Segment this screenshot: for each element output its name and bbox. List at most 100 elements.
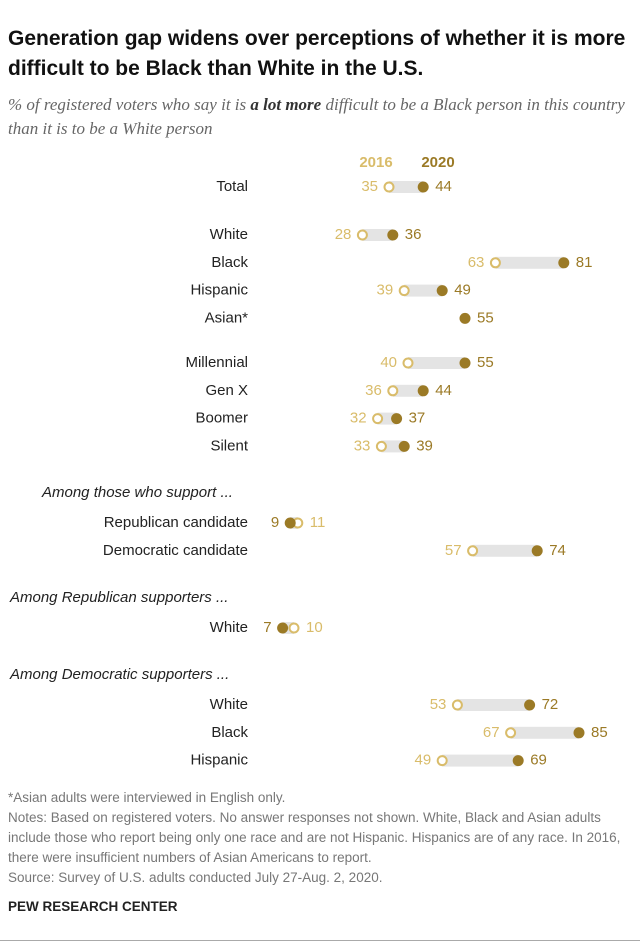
value-label: 37: [409, 410, 426, 427]
dot-2016: [356, 229, 368, 241]
range-bar: [457, 699, 530, 711]
range-bar: [408, 357, 465, 369]
range-bar: [377, 412, 397, 425]
source-org: PEW RESEARCH CENTER: [8, 899, 178, 914]
section-heading: Among Republican supporters ...: [9, 589, 228, 606]
subtitle-part: % of registered voters who say it is: [8, 95, 251, 114]
legend-label: 2016: [359, 154, 392, 171]
dot-2020: [558, 257, 570, 269]
value-label: 53: [430, 696, 447, 713]
value-label: 32: [350, 410, 367, 427]
value-label: 33: [354, 437, 371, 454]
category-label: White: [210, 696, 248, 713]
category-label: Black: [211, 254, 248, 271]
category-label: White: [210, 619, 248, 636]
dot-2020: [277, 622, 289, 634]
dot-2020: [531, 545, 543, 557]
value-label: 39: [416, 437, 433, 454]
value-label: 63: [468, 254, 485, 271]
value-label: 39: [377, 282, 394, 299]
value-label: 49: [415, 752, 432, 769]
dot-2016: [372, 413, 384, 425]
dot-2020: [524, 699, 536, 711]
value-label: 36: [405, 226, 422, 243]
category-label: Hispanic: [190, 282, 248, 299]
value-label: 36: [365, 382, 382, 399]
dot-2016: [467, 545, 479, 557]
range-bar: [392, 384, 424, 397]
chart-title: Generation gap widens over perceptions o…: [8, 27, 626, 80]
dot-2020: [417, 385, 429, 397]
range-bar: [282, 622, 294, 634]
value-label: 40: [380, 354, 397, 371]
dot-2020: [398, 440, 410, 452]
value-label: 81: [576, 254, 593, 271]
legend-label: 2020: [421, 154, 454, 171]
value-label: 10: [306, 619, 323, 636]
dot-2016: [288, 622, 300, 634]
dot-2016: [402, 357, 414, 369]
notes: *Asian adults were interviewed in Englis…: [8, 788, 633, 888]
note: Source: Survey of U.S. adults conducted …: [8, 870, 383, 885]
category-label: Hispanic: [190, 752, 248, 769]
dot-2016: [451, 699, 463, 711]
value-label: 69: [530, 752, 547, 769]
dot-2020: [417, 181, 429, 193]
dot-2020: [459, 357, 471, 369]
category-label: Boomer: [195, 410, 248, 427]
dot-2016: [505, 727, 517, 739]
range-bar: [362, 229, 393, 241]
dot-2016: [383, 181, 395, 193]
dot-2020: [573, 727, 585, 739]
value-label: 57: [445, 542, 462, 559]
subtitle-emphasis: a lot more: [250, 95, 322, 114]
range-bar: [381, 440, 405, 453]
chart-subtitle: % of registered voters who say it is a l…: [8, 93, 636, 141]
value-label: 85: [591, 724, 608, 741]
value-label: 44: [435, 178, 452, 195]
dot-2020: [284, 517, 296, 529]
value-label: 72: [542, 696, 559, 713]
note: Notes: Based on registered voters. No an…: [8, 810, 621, 865]
range-bar: [442, 754, 519, 767]
range-bar: [495, 256, 564, 269]
dot-2020: [512, 755, 524, 767]
value-label: 55: [477, 354, 494, 371]
value-label: 28: [335, 226, 352, 243]
category-label: Total: [216, 178, 248, 195]
range-bar: [404, 284, 443, 297]
value-label: 55: [477, 309, 494, 326]
value-label: 44: [435, 382, 452, 399]
subtitle-part: difficult to be a Black person in this c…: [8, 95, 625, 138]
category-label: Millennial: [185, 354, 248, 371]
dot-2020: [391, 413, 403, 425]
note: *Asian adults were interviewed in Englis…: [8, 790, 286, 805]
dot-2016: [375, 440, 387, 452]
dot-2016: [398, 285, 410, 297]
range-bar: [510, 726, 579, 739]
category-label: White: [210, 226, 248, 243]
section-heading: Among those who support ...: [41, 484, 233, 501]
section-heading: Among Democratic supporters ...: [9, 666, 229, 683]
category-label: Gen X: [205, 382, 248, 399]
dot-2016: [489, 257, 501, 269]
value-label: 9: [271, 514, 279, 531]
dot-2020: [436, 285, 448, 297]
value-label: 74: [549, 542, 566, 559]
dot-2020: [459, 312, 471, 324]
category-label: Democratic candidate: [103, 542, 248, 559]
dot-2016: [387, 385, 399, 397]
value-label: 7: [263, 619, 271, 636]
dot-2016: [436, 755, 448, 767]
value-label: 11: [310, 514, 326, 531]
bottom-rule: [0, 940, 640, 941]
dot-2020: [387, 229, 399, 241]
range-bar: [472, 544, 538, 557]
range-bar: [389, 181, 424, 193]
category-label: Asian*: [205, 309, 249, 326]
value-label: 67: [483, 724, 500, 741]
category-label: Republican candidate: [104, 514, 248, 531]
category-label: Black: [211, 724, 248, 741]
category-label: Silent: [210, 437, 248, 454]
